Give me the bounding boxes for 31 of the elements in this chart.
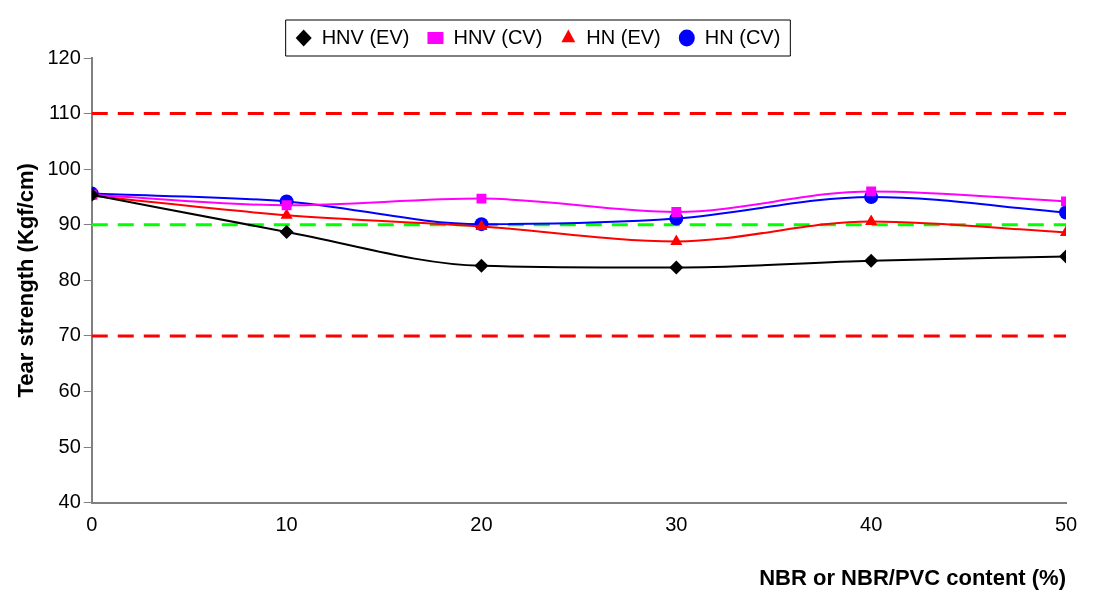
x-tick-label: 20: [470, 513, 493, 536]
y-tick-label: 120: [47, 45, 81, 68]
y-axis-title: Tear strength (Kgf/cm): [13, 163, 39, 398]
x-tick-label: 30: [665, 513, 688, 536]
point: [866, 186, 877, 197]
point: [474, 258, 489, 273]
legend-label: HN (EV): [586, 25, 661, 48]
y-tick-label: 50: [58, 434, 81, 457]
y-tick-label: 90: [58, 212, 81, 235]
y-tick-label: 70: [58, 323, 81, 346]
x-axis-title: NBR or NBR/PVC content (%): [759, 564, 1066, 590]
point: [670, 234, 683, 245]
point: [671, 206, 682, 217]
x-tick-label: 40: [860, 513, 883, 536]
y-tick-label: 40: [58, 490, 81, 513]
x-tick-label: 50: [1054, 513, 1078, 536]
point: [865, 214, 878, 225]
x-tick-label: 10: [275, 513, 298, 536]
y-tick-label: 60: [58, 378, 81, 401]
legend-label: HNV (CV): [453, 25, 543, 48]
point: [279, 224, 294, 239]
point: [864, 253, 879, 268]
y-tick-label: 110: [48, 101, 81, 124]
point: [669, 260, 684, 275]
legend-label: HN (CV): [704, 25, 781, 48]
y-tick-label: 80: [58, 267, 81, 290]
y-tick-label: 100: [47, 156, 81, 179]
x-tick-label: 0: [86, 513, 98, 536]
legend-label: HNV (EV): [321, 25, 410, 48]
point: [476, 193, 487, 204]
point: [281, 200, 292, 211]
